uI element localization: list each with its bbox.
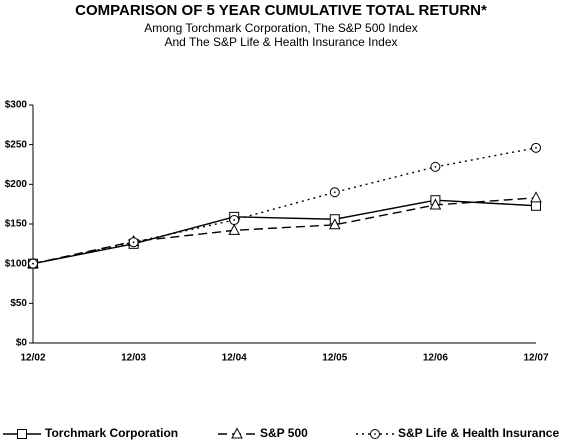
y-tick-label: $200 [5, 179, 28, 190]
marker-dot [535, 146, 537, 149]
series-line [32, 197, 537, 265]
marker [231, 427, 243, 439]
marker [17, 429, 27, 439]
marker-dot [434, 165, 437, 168]
x-tick-label: 12/05 [322, 353, 347, 364]
y-tick-label: $0 [16, 338, 28, 349]
x-tick-label: 12/06 [423, 353, 448, 364]
y-tick-label: $100 [5, 258, 28, 269]
chart-subtitle: And The S&P Life & Health Insurance Inde… [164, 35, 397, 49]
x-tick-label: 12/03 [121, 353, 146, 364]
x-tick-label: 12/07 [523, 353, 548, 364]
marker [228, 223, 241, 235]
chart-title: COMPARISON OF 5 YEAR CUMULATIVE TOTAL RE… [75, 2, 487, 19]
series-line [32, 147, 537, 265]
marker [429, 198, 442, 210]
x-tick-label: 12/02 [20, 353, 45, 364]
legend-label: S&P Life & Health Insurance [398, 426, 559, 440]
series-line [32, 199, 537, 265]
y-tick-label: $250 [5, 139, 28, 150]
marker-dot [233, 219, 236, 221]
y-tick-label: $300 [5, 100, 28, 111]
marker [530, 191, 542, 203]
y-tick-label: $150 [5, 219, 28, 230]
marker-dot [374, 433, 376, 435]
marker [328, 218, 341, 230]
legend-label: Torchmark Corporation [45, 426, 178, 440]
legend-label: S&P 500 [260, 426, 308, 440]
y-tick-label: $50 [10, 298, 27, 309]
x-tick-label: 12/04 [222, 353, 247, 364]
marker [531, 200, 541, 211]
chart-subtitle: Among Torchmark Corporation, The S&P 500… [144, 21, 418, 35]
marker-dot [333, 191, 336, 194]
marker-dot [132, 241, 135, 244]
marker-dot [32, 262, 34, 265]
